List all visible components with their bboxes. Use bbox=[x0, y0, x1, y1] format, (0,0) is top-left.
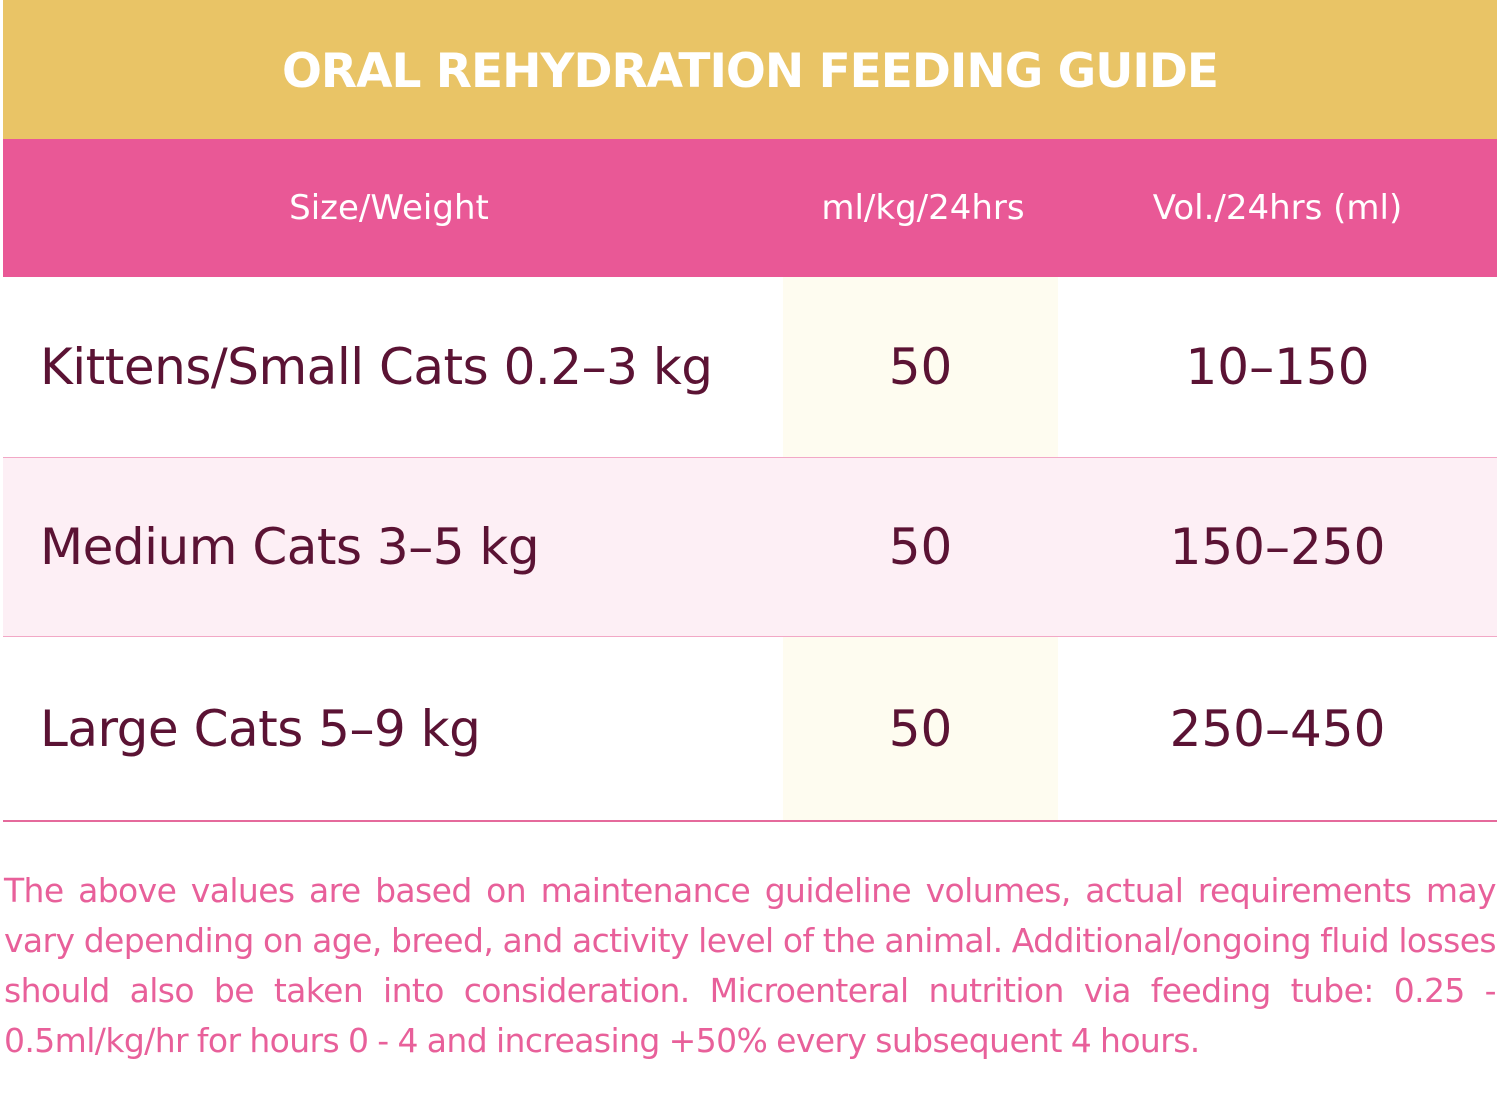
table-row: Kittens/Small Cats 0.2–3 kg 50 10–150 bbox=[3, 277, 1497, 457]
table-row: Medium Cats 3–5 kg 50 150–250 bbox=[3, 457, 1497, 637]
row-volume-value: 150–250 bbox=[1169, 518, 1386, 576]
table-row: Large Cats 5–9 kg 50 250–450 bbox=[3, 637, 1497, 820]
row-rate-value: 50 bbox=[888, 699, 953, 758]
page-title: ORAL REHYDRATION FEEDING GUIDE bbox=[281, 44, 1219, 99]
table-header-row: Size/Weight ml/kg/24hrs Vol./24hrs (ml) bbox=[3, 139, 1497, 277]
rate-column-highlight bbox=[783, 277, 1058, 457]
title-banner: ORAL REHYDRATION FEEDING GUIDE bbox=[3, 0, 1497, 139]
row-rate-value: 50 bbox=[888, 338, 953, 396]
rate-column-highlight bbox=[783, 637, 1058, 820]
row-size-label: Medium Cats 3–5 kg bbox=[40, 518, 540, 576]
header-size-weight: Size/Weight bbox=[289, 188, 489, 228]
header-ml-per-kg: ml/kg/24hrs bbox=[821, 188, 1025, 228]
row-size-label: Kittens/Small Cats 0.2–3 kg bbox=[40, 338, 713, 396]
feeding-table: Kittens/Small Cats 0.2–3 kg 50 10–150 Me… bbox=[3, 277, 1497, 822]
table-divider bbox=[3, 820, 1497, 822]
row-rate-value: 50 bbox=[888, 518, 953, 576]
row-volume-value: 250–450 bbox=[1169, 699, 1386, 758]
row-size-label: Large Cats 5–9 kg bbox=[40, 699, 481, 758]
header-volume: Vol./24hrs (ml) bbox=[1152, 188, 1403, 228]
row-volume-value: 10–150 bbox=[1185, 338, 1370, 396]
footnote-text: The above values are based on maintenanc… bbox=[4, 871, 1497, 1060]
